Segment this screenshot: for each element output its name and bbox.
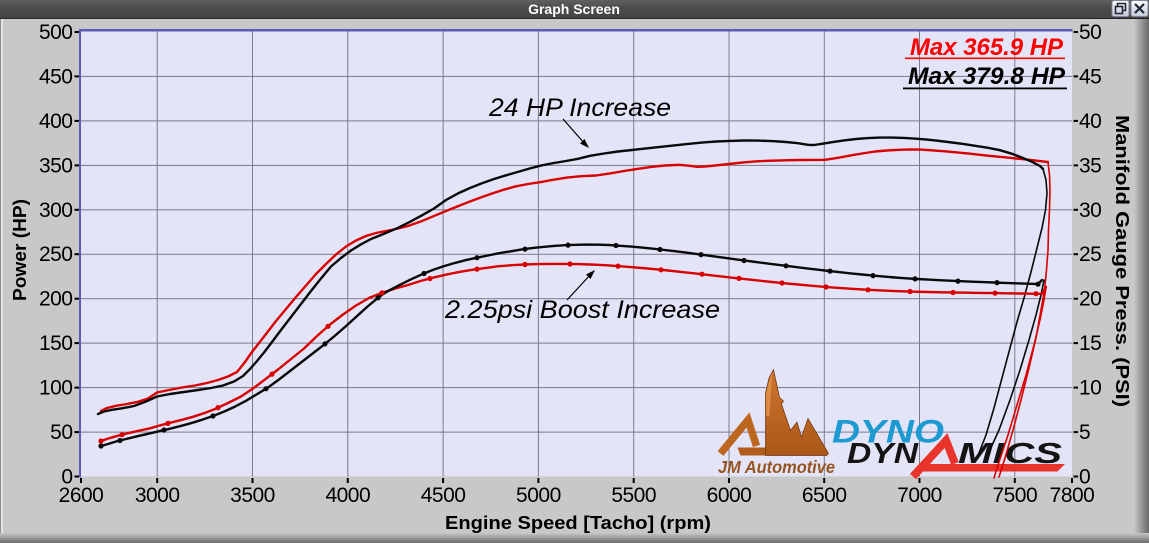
svg-text:50: 50 [50,421,72,444]
svg-text:5000: 5000 [516,484,561,507]
svg-text:Engine Speed [Tacho] (rpm): Engine Speed [Tacho] (rpm) [445,513,711,533]
svg-text:MICS: MICS [958,438,1063,470]
svg-text:45: 45 [1079,65,1101,88]
svg-text:2600: 2600 [59,484,104,507]
svg-text:Max 365.9 HP: Max 365.9 HP [910,34,1064,61]
svg-text:6500: 6500 [802,484,847,507]
svg-text:0: 0 [1079,466,1090,489]
svg-text:DYNO: DYNO [832,414,944,450]
svg-text:Graph Screen: Graph Screen [528,1,620,17]
svg-text:Max 379.8 HP: Max 379.8 HP [908,63,1066,90]
svg-text:3000: 3000 [135,484,180,507]
svg-text:350: 350 [39,154,73,177]
svg-text:7500: 7500 [992,484,1037,507]
svg-text:15: 15 [1079,332,1101,355]
svg-text:2.25psi Boost Increase: 2.25psi Boost Increase [444,296,720,324]
svg-text:7800: 7800 [1050,484,1095,507]
svg-text:3500: 3500 [230,484,275,507]
svg-text:6000: 6000 [707,484,752,507]
svg-text:50: 50 [1079,21,1101,44]
svg-text:30: 30 [1079,199,1101,222]
svg-text:24 HP Increase: 24 HP Increase [488,94,671,122]
svg-text:Power (HP): Power (HP) [10,199,30,301]
svg-text:25: 25 [1079,243,1101,266]
svg-text:4000: 4000 [325,484,370,507]
svg-text:400: 400 [39,110,73,133]
svg-text:40: 40 [1079,110,1101,133]
svg-text:5: 5 [1079,421,1090,444]
svg-text:150: 150 [39,332,73,355]
svg-text:450: 450 [39,65,73,88]
svg-text:10: 10 [1079,377,1101,400]
svg-text:500: 500 [39,21,73,44]
svg-text:20: 20 [1079,288,1101,311]
svg-text:0: 0 [61,466,72,489]
svg-text:4500: 4500 [421,484,466,507]
svg-text:300: 300 [39,199,73,222]
svg-text:250: 250 [39,243,73,266]
svg-text:Manifold Gauge Press. (PSI): Manifold Gauge Press. (PSI) [1112,115,1132,407]
svg-text:7000: 7000 [897,484,942,507]
svg-text:200: 200 [39,288,73,311]
svg-text:JM Automotive: JM Automotive [718,457,835,477]
svg-text:35: 35 [1079,154,1101,177]
svg-text:100: 100 [39,377,73,400]
svg-text:DYN: DYN [847,438,919,470]
svg-text:5500: 5500 [611,484,656,507]
